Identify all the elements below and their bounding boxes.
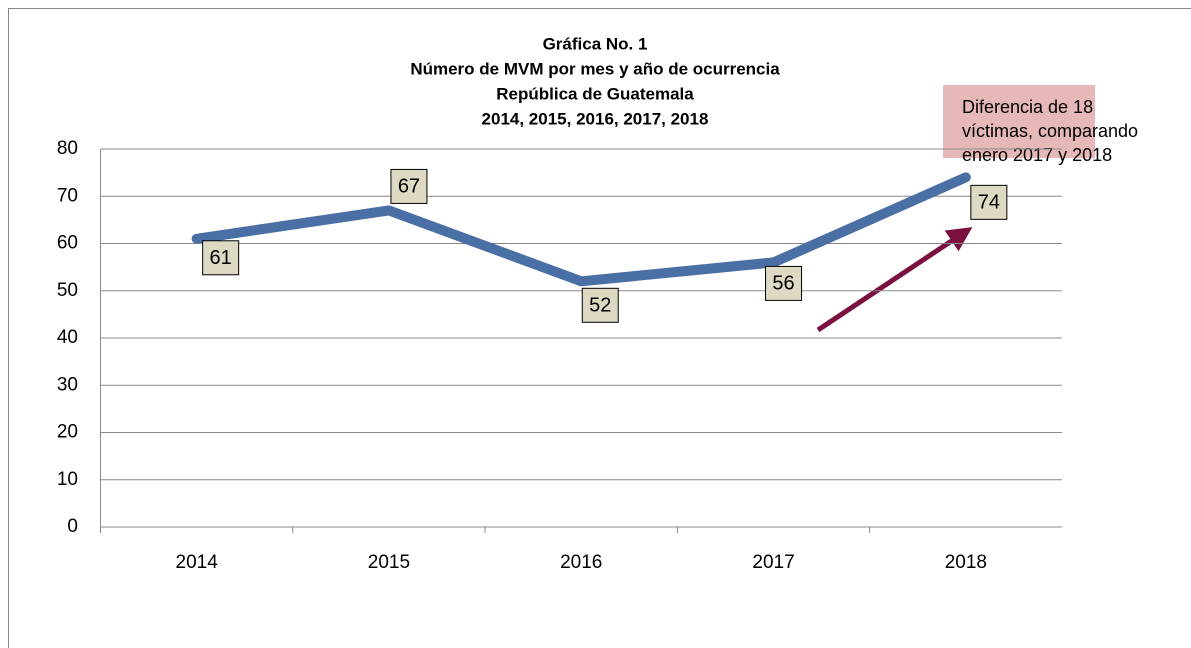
chart-title: 2014, 2015, 2016, 2017, 2018	[482, 109, 709, 128]
arrow	[816, 227, 973, 333]
data-label: 52	[589, 295, 611, 317]
chart-title: Gráfica No. 1	[543, 34, 648, 53]
y-tick-label: 0	[67, 516, 78, 537]
data-label: 67	[398, 176, 420, 198]
annotation-box	[943, 85, 1095, 158]
x-tick-label: 2018	[945, 552, 987, 573]
y-tick-label: 70	[57, 185, 78, 206]
x-tick-label: 2014	[176, 552, 219, 573]
x-tick-label: 2016	[560, 552, 602, 573]
data-label-box	[202, 240, 240, 276]
y-tick-label: 10	[57, 469, 78, 490]
line	[191, 172, 971, 287]
y-tick-label: 50	[57, 280, 78, 301]
data-label-box	[581, 287, 619, 323]
data-label: 61	[210, 247, 232, 269]
annotation-text: Diferencia de 18	[962, 97, 1093, 117]
x-tick-label: 2015	[368, 552, 410, 573]
y-tick-label: 40	[57, 327, 78, 348]
data-label: 74	[978, 192, 1000, 214]
y-tick-label: 20	[57, 422, 78, 443]
chart-title: Número de MVM por mes y año de ocurrenci…	[410, 59, 780, 78]
y-tick-label: 60	[57, 233, 78, 254]
data-label-box	[390, 168, 428, 204]
y-tick-label: 30	[57, 374, 78, 395]
annotation-text: enero 2017 y 2018	[962, 145, 1112, 165]
y-tick-label: 80	[57, 138, 78, 159]
data-label: 56	[772, 273, 794, 295]
data-label-box	[765, 265, 803, 301]
annotation-text: víctimas, comparando	[962, 121, 1138, 141]
data-label-box	[970, 184, 1008, 220]
x-tick-label: 2017	[752, 552, 794, 573]
chart-title: República de Guatemala	[496, 84, 694, 103]
